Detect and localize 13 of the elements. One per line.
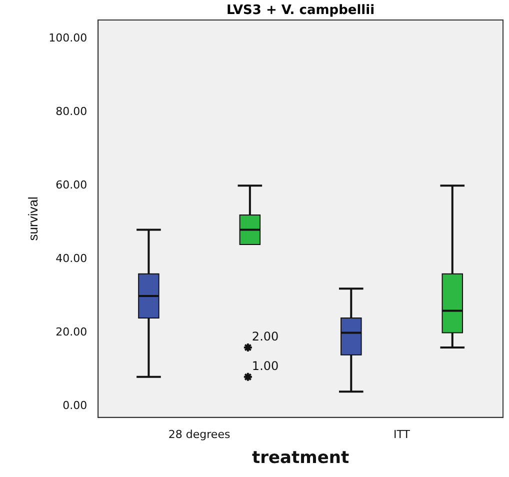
- y-axis-title: survival: [25, 196, 40, 241]
- y-tick-label: 100.00: [48, 31, 88, 44]
- y-tick-label: 40.00: [56, 252, 88, 266]
- y-tick-label: 20.00: [56, 326, 88, 339]
- x-tick-label: 28 degrees: [168, 428, 230, 441]
- x-axis-title: treatment: [252, 448, 350, 468]
- x-tick-label: ITT: [394, 428, 410, 441]
- y-tick-label: 80.00: [56, 104, 88, 118]
- y-tick-label: 0.00: [62, 399, 88, 412]
- chart-title: LVS3 + V. campbellii: [226, 3, 376, 18]
- annotation: 1.00: [252, 359, 279, 374]
- y-tick-label: 60.00: [56, 178, 88, 192]
- annotation: 2.00: [252, 330, 279, 344]
